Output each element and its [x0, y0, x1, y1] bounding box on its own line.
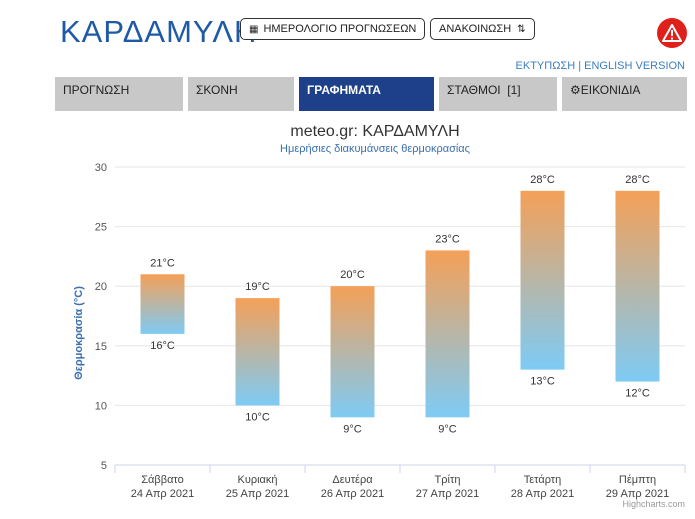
tab-charts-label: ΓΡΑΦΗΜΑΤΑ	[307, 83, 381, 97]
x-category-date: 28 Απρ 2021	[511, 488, 574, 500]
tab-stations-label: ΣΤΑΘΜΟΙ [1]	[447, 83, 521, 97]
temperature-range-bar	[520, 190, 565, 370]
gear-icon: ⚙	[570, 83, 581, 97]
tab-stations[interactable]: ΣΤΑΘΜΟΙ [1]	[439, 77, 557, 111]
calendar-icon: ▦	[249, 23, 259, 35]
x-category-date: 25 Απρ 2021	[226, 488, 289, 500]
x-category-date: 29 Απρ 2021	[606, 488, 669, 500]
tab-forecast[interactable]: ΠΡΟΓΝΩΣΗ	[55, 77, 183, 111]
chart-subtitle: Ημερήσιες διακυμάνσεις θερμοκρασίας	[280, 143, 470, 155]
y-tick-label: 15	[95, 341, 107, 353]
announcement-button-label: ΑΝΑΚΟΙΝΩΣΗ	[439, 23, 512, 35]
x-category-date: 26 Απρ 2021	[321, 488, 384, 500]
max-temp-label: 19°C	[245, 281, 270, 293]
min-temp-label: 13°C	[530, 376, 555, 388]
link-separator: |	[578, 60, 582, 72]
highcharts-credit[interactable]: Highcharts.com	[622, 499, 685, 509]
tab-dust-label: ΣΚΟΝΗ	[196, 83, 238, 97]
x-category-date: 24 Απρ 2021	[131, 488, 194, 500]
min-temp-label: 16°C	[150, 340, 175, 352]
x-category-day: Σάββατο	[141, 474, 183, 486]
calendar-button[interactable]: ▦ ΗΜΕΡΟΛΟΓΙΟ ΠΡΟΓΝΩΣΕΩΝ	[240, 18, 426, 40]
temperature-chart: meteo.gr: ΚΑΡΔΑΜΥΛΗ Ημερήσιες διακυμάνσε…	[73, 123, 686, 500]
max-temp-label: 21°C	[150, 257, 175, 269]
max-temp-label: 28°C	[625, 174, 650, 186]
temperature-range-bar	[615, 190, 660, 382]
x-category-day: Τετάρτη	[524, 474, 562, 486]
english-version-link[interactable]: ENGLISH VERSION	[584, 60, 685, 72]
temperature-range-bar	[235, 298, 280, 406]
x-category-day: Πέμπτη	[619, 474, 656, 486]
y-tick-label: 5	[101, 460, 107, 472]
x-category-day: Κυριακή	[237, 474, 277, 486]
y-axis-title: Θερμοκρασία (°C)	[73, 286, 85, 380]
temperature-range-bar	[140, 274, 185, 334]
announcement-button[interactable]: ΑΝΑΚΟΙΝΩΣΗ ⇅	[430, 18, 535, 40]
temperature-range-bar	[425, 250, 470, 418]
tab-dust[interactable]: ΣΚΟΝΗ	[188, 77, 294, 111]
chart-title: meteo.gr: ΚΑΡΔΑΜΥΛΗ	[290, 123, 459, 140]
min-temp-label: 12°C	[625, 388, 650, 400]
tab-charts[interactable]: ΓΡΑΦΗΜΑΤΑ	[299, 77, 434, 111]
sort-icon: ⇅	[517, 23, 526, 35]
x-category-day: Δευτέρα	[332, 474, 373, 486]
y-tick-label: 30	[95, 162, 107, 174]
language-links: ΕΚΤΥΠΩΣΗ | ENGLISH VERSION	[516, 60, 685, 72]
max-temp-label: 28°C	[530, 174, 555, 186]
y-tick-label: 20	[95, 281, 107, 293]
min-temp-label: 9°C	[438, 423, 457, 435]
max-temp-label: 20°C	[340, 269, 365, 281]
tab-icons-label: ΕΙΚΟΝΙΔΙΑ	[580, 83, 641, 97]
tab-forecast-label: ΠΡΟΓΝΩΣΗ	[63, 83, 130, 97]
warning-icon[interactable]	[657, 18, 687, 48]
x-category-day: Τρίτη	[435, 474, 461, 486]
y-tick-label: 10	[95, 400, 107, 412]
x-category-date: 27 Απρ 2021	[416, 488, 479, 500]
page-title: ΚΑΡΔΑΜΥΛΗ	[60, 14, 258, 49]
min-temp-label: 9°C	[343, 423, 362, 435]
y-tick-label: 25	[95, 222, 107, 234]
min-temp-label: 10°C	[245, 411, 270, 423]
calendar-button-label: ΗΜΕΡΟΛΟΓΙΟ ΠΡΟΓΝΩΣΕΩΝ	[263, 23, 417, 35]
print-link[interactable]: ΕΚΤΥΠΩΣΗ	[515, 60, 576, 72]
temperature-range-bar	[330, 286, 375, 418]
tab-icons[interactable]: ⚙ΕΙΚΟΝΙΔΙΑ	[562, 77, 687, 111]
max-temp-label: 23°C	[435, 233, 460, 245]
